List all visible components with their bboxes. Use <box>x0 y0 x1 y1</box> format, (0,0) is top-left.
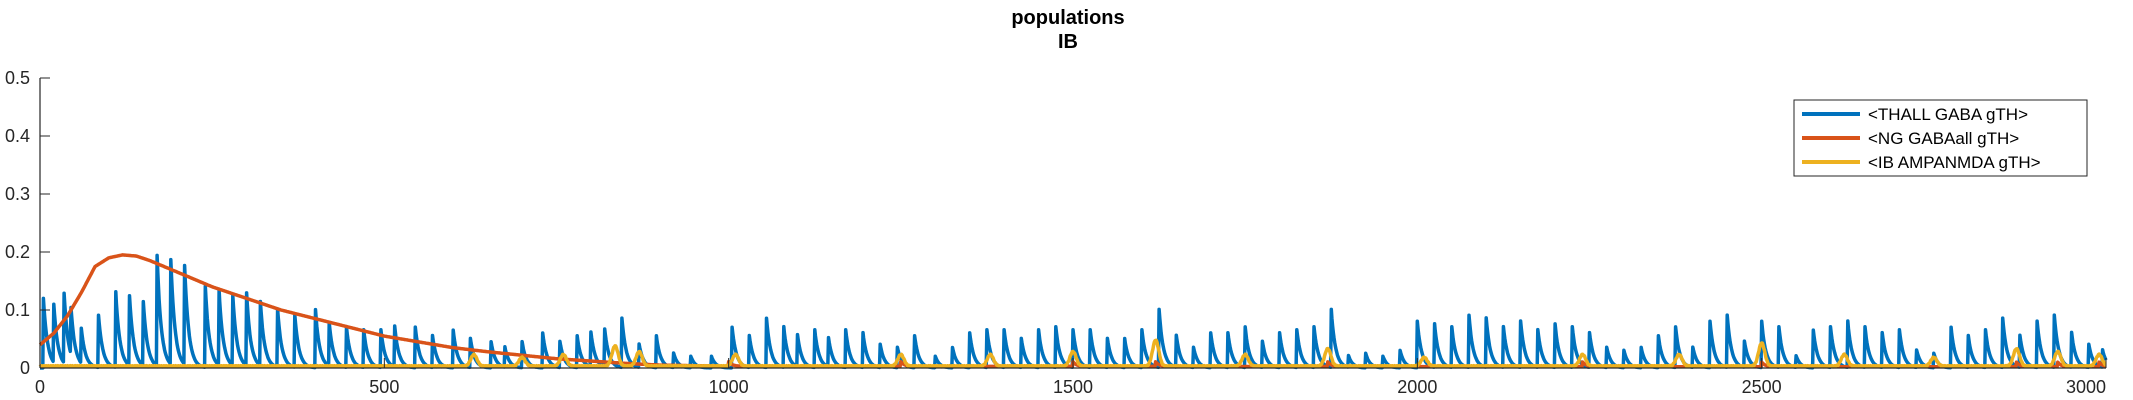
x-tick-label: 2500 <box>1742 377 1782 397</box>
x-tick-label: 0 <box>35 377 45 397</box>
y-tick-label: 0 <box>20 358 30 378</box>
y-tick-label: 0.4 <box>5 126 30 146</box>
legend-label-2: <IB AMPANMDA gTH> <box>1868 153 2041 172</box>
axes: 0 500 1000 1500 2000 2500 3000 0 0.1 0.2 0.3 0.4 0.5 <box>5 68 2107 397</box>
y-tick-label: 0.2 <box>5 242 30 262</box>
y-tick-label: 0.3 <box>5 184 30 204</box>
x-tick-label: 1000 <box>709 377 749 397</box>
legend: <THALL GABA gTH> <NG GABAall gTH> <IB AMPA… <box>1793 99 2088 177</box>
y-tick-label: 0.5 <box>5 68 30 88</box>
series-layer <box>38 253 2108 370</box>
x-tick-label: 1500 <box>1053 377 1093 397</box>
legend-label-0: <THALL GABA gTH> <box>1868 105 2028 124</box>
x-tick-label: 500 <box>369 377 399 397</box>
x-tick-label: 3000 <box>2066 377 2106 397</box>
x-tick-label: 2000 <box>1397 377 1437 397</box>
legend-label-1: <NG GABAall gTH> <box>1868 129 2019 148</box>
plot-area: 0 500 1000 1500 2000 2500 3000 0 0.1 0.2 0.3 0.4 0.5 <box>5 68 2108 397</box>
y-tick-label: 0.1 <box>5 300 30 320</box>
series-line-0 <box>38 253 2108 370</box>
chart-title-line-2: IB <box>1058 31 1078 53</box>
chart-title-line-1: populations <box>1011 7 1124 29</box>
